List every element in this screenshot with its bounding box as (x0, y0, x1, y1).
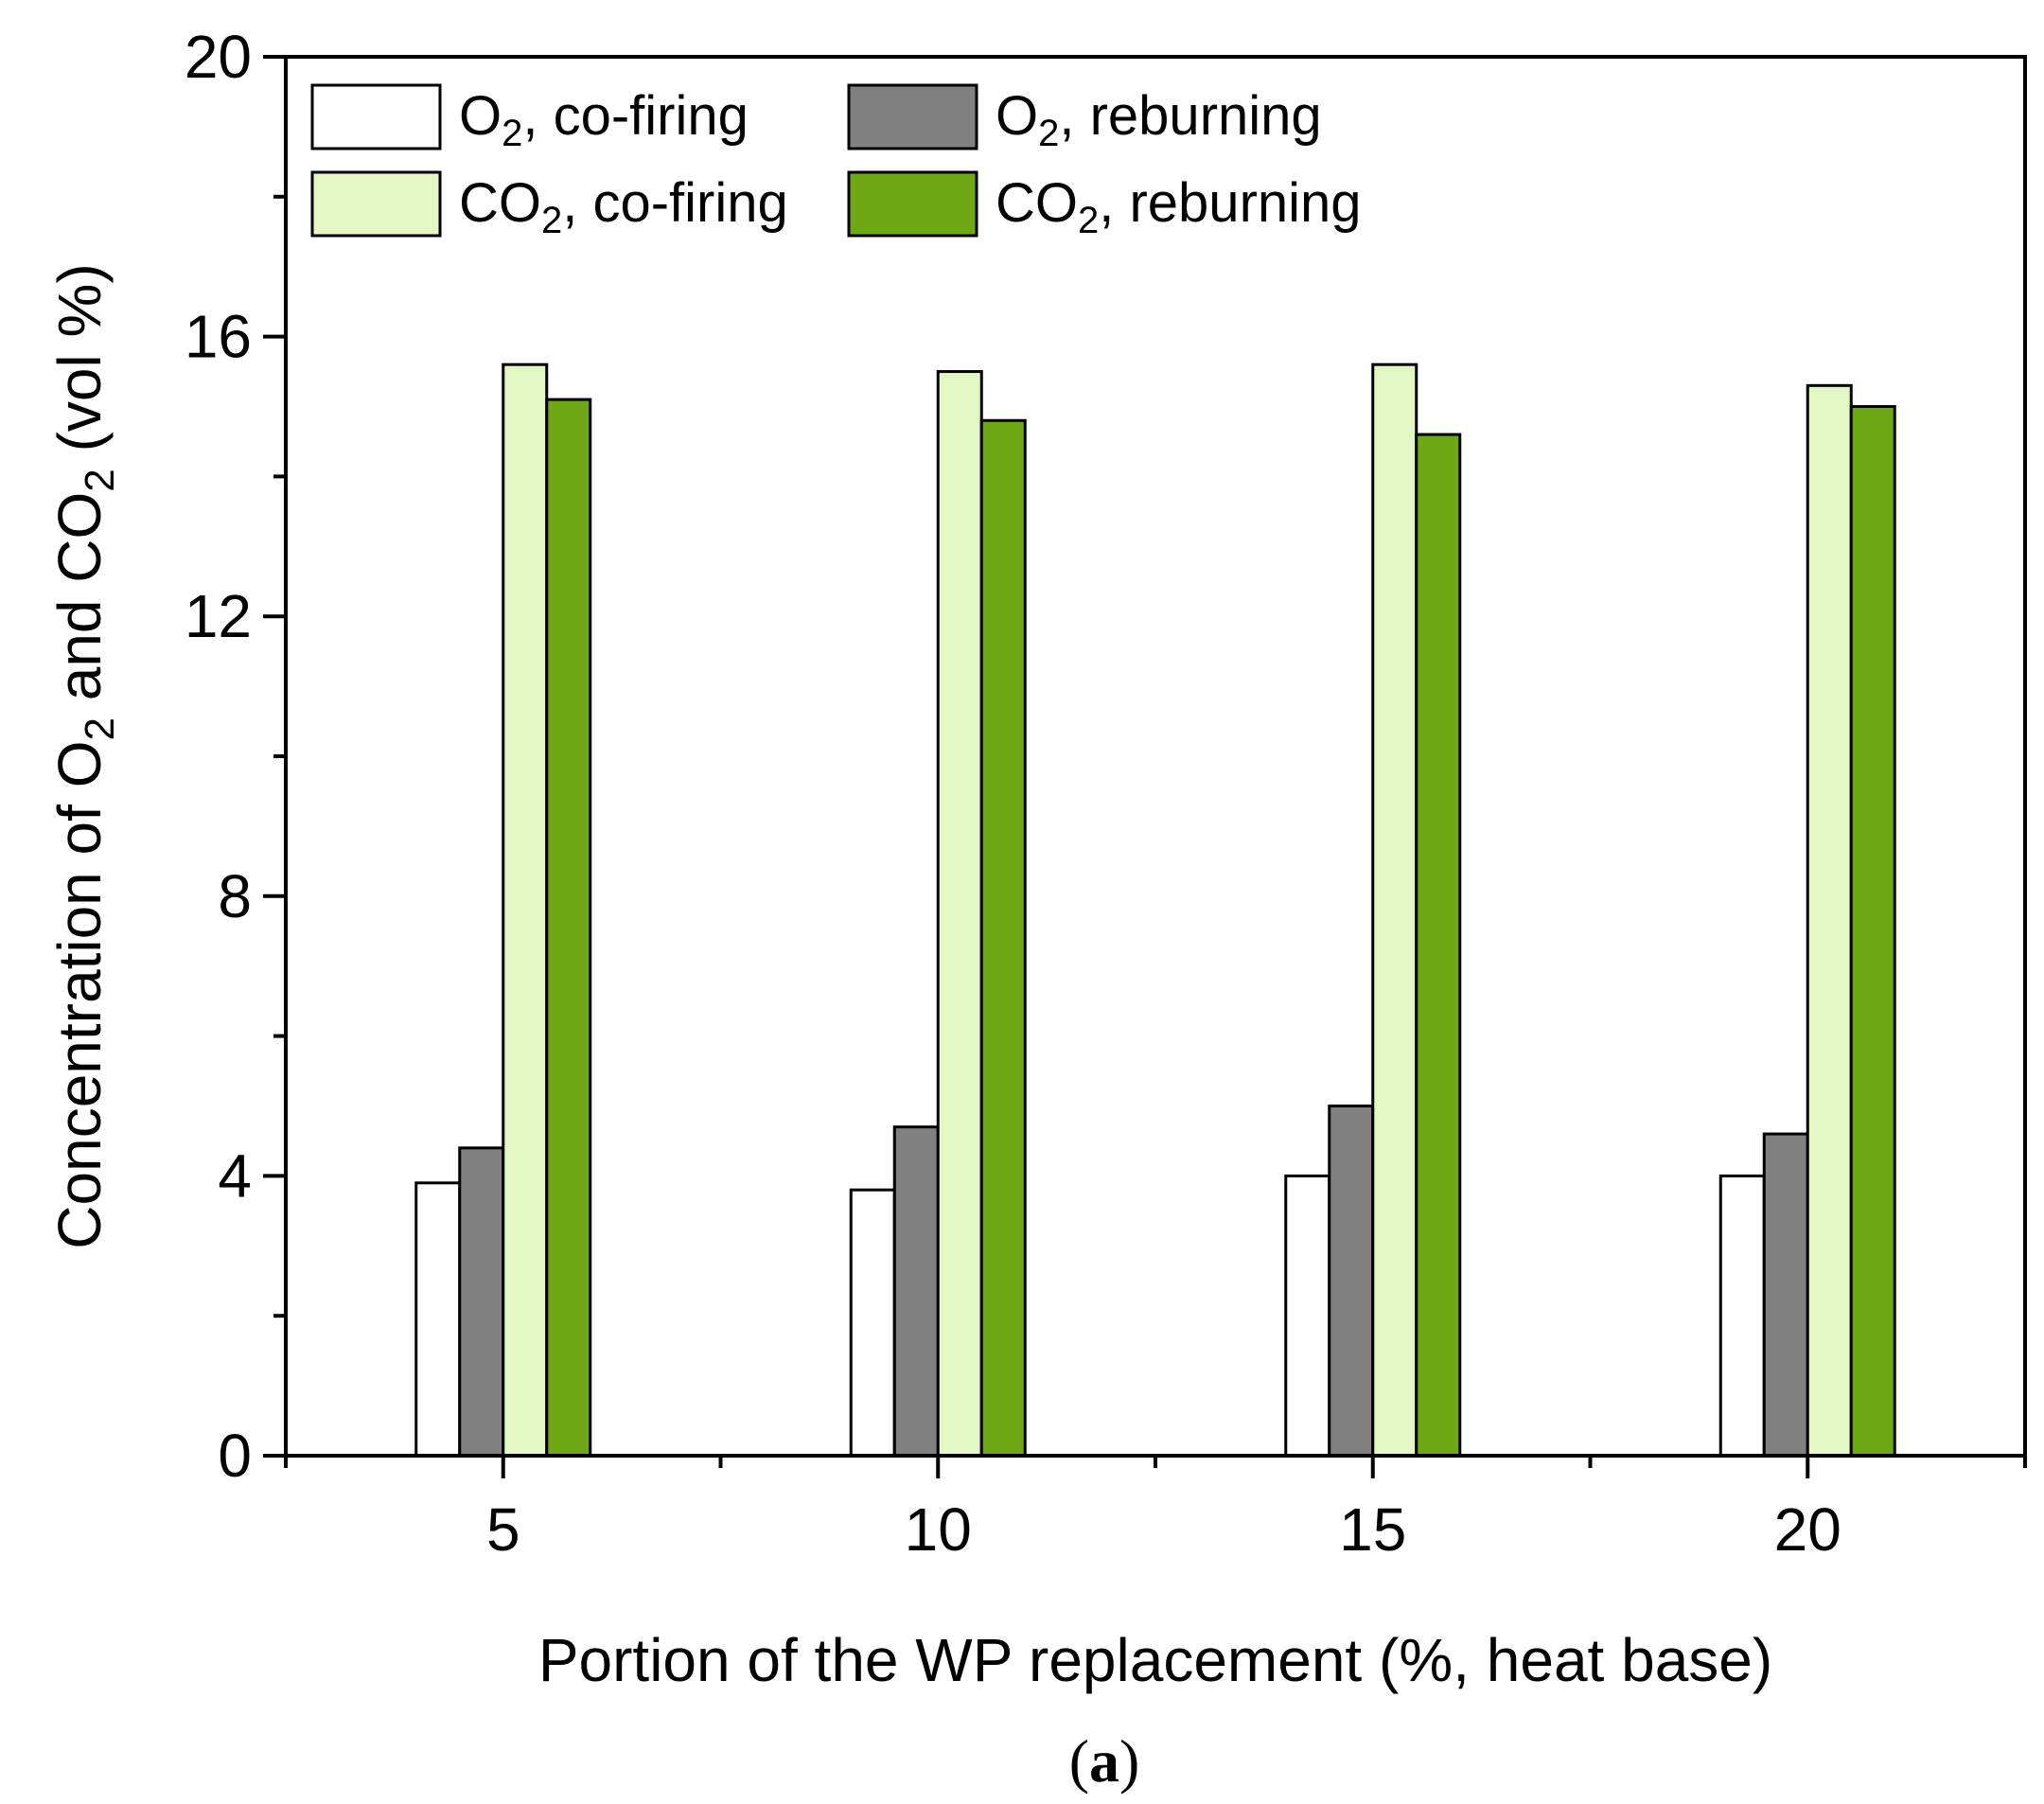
bar (892, 1125, 940, 1458)
bar (1415, 433, 1462, 1458)
y-tick-label: 4 (218, 1141, 252, 1210)
legend-label-part: CO (459, 172, 541, 234)
caption-paren: ( (1069, 1727, 1089, 1795)
bar (545, 398, 592, 1458)
legend-swatch (847, 83, 978, 150)
x-axis-label: Portion of the WP replacement (%, heat b… (538, 1626, 1772, 1694)
bar (458, 1146, 505, 1458)
legend-label-part: , reburning (1099, 172, 1361, 234)
caption-letter: a (1089, 1727, 1119, 1795)
legend-label: O2, reburning (996, 85, 1322, 154)
ticks-layer: 0 4 8 12 16 20 5 10 15 20 (185, 23, 2027, 1564)
y-axis-label-subscript: 2 (77, 717, 123, 740)
bar (414, 1181, 462, 1458)
legend-label-subscript: 2 (1078, 200, 1099, 241)
legend-label-part: CO (996, 172, 1078, 234)
legend-label-subscript: 2 (1038, 113, 1059, 154)
bar (979, 418, 1027, 1458)
legend-label-subscript: 2 (502, 113, 522, 154)
legend-label-part: , co-firing (562, 172, 788, 234)
y-tick-label: 0 (218, 1422, 252, 1490)
legend-label-part: O (996, 85, 1038, 147)
bar (1284, 1174, 1331, 1458)
y-tick-label: 8 (218, 862, 252, 930)
legend-swatch (310, 83, 442, 150)
x-tick-label: 5 (486, 1495, 520, 1564)
y-axis-label-subscript: 2 (77, 469, 123, 491)
bar (936, 370, 983, 1458)
caption-paren: ) (1119, 1727, 1139, 1795)
bar (849, 1188, 896, 1458)
y-axis-label-part: and CO (45, 492, 114, 717)
x-tick-label: 20 (1774, 1495, 1841, 1564)
y-axis-label-part: (vol %) (45, 263, 114, 469)
x-tick-label: 10 (905, 1495, 972, 1564)
y-axis-label-part: Concentration of O (45, 741, 114, 1249)
y-tick-label: 20 (185, 23, 252, 91)
bar (1762, 1132, 1809, 1458)
y-axis-label: Concentration of O2 and CO2 (vol %) (45, 263, 123, 1248)
bars-layer (414, 363, 1896, 1458)
bar (1718, 1174, 1766, 1458)
legend-label-part: , reburning (1059, 85, 1321, 147)
bar (502, 363, 549, 1458)
x-tick-label: 15 (1339, 1495, 1406, 1564)
legend-swatch (310, 170, 442, 238)
bar (1806, 383, 1853, 1458)
legend-label-part: O (459, 85, 502, 147)
legend-label-part: , co-firing (522, 85, 749, 147)
figure-caption: (a) (1069, 1727, 1140, 1795)
y-tick-label: 16 (185, 303, 252, 371)
legend-swatch (847, 170, 978, 238)
bar (1849, 405, 1896, 1458)
legend-label-subscript: 2 (541, 200, 562, 241)
legend-label: O2, co-firing (459, 85, 749, 154)
y-tick-label: 12 (185, 582, 252, 650)
legend-label: CO2, reburning (996, 172, 1362, 241)
bar (1371, 363, 1418, 1458)
bar (1328, 1105, 1375, 1458)
legend-label: CO2, co-firing (459, 172, 788, 241)
